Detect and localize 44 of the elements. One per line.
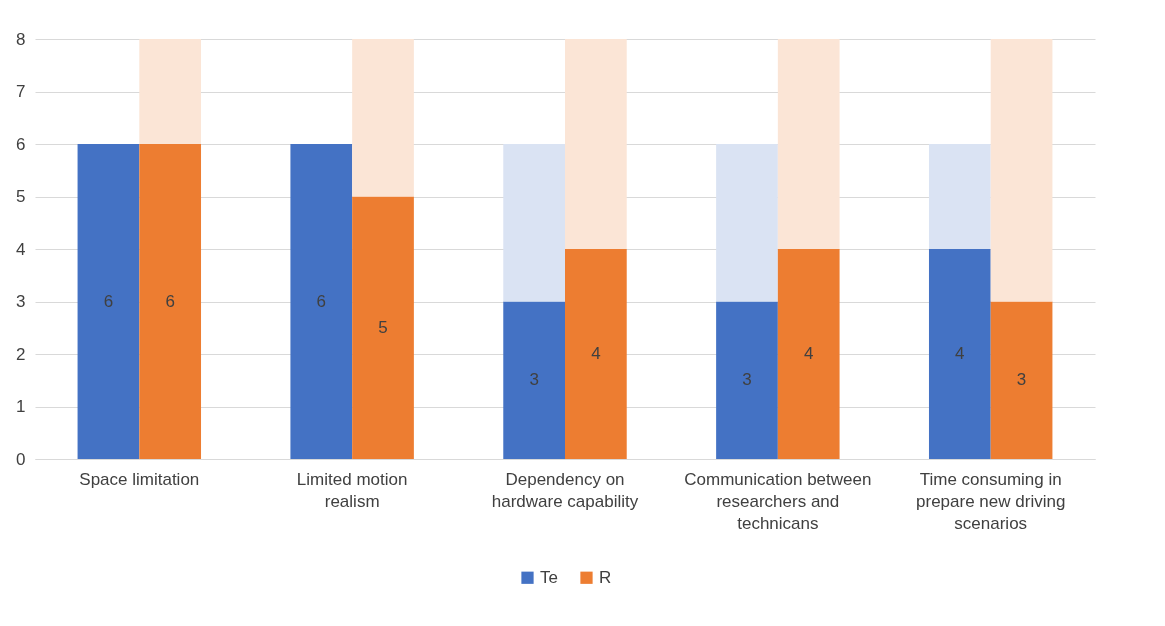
data-label: 4 (591, 344, 601, 363)
data-label: 4 (955, 344, 965, 363)
bar (139, 39, 202, 144)
y-tick-label: 7 (16, 82, 26, 101)
y-tick-label: 4 (16, 239, 26, 259)
y-tick-label: 0 (16, 449, 26, 469)
bar (352, 39, 414, 197)
data-label: 6 (165, 291, 175, 311)
bar (777, 249, 840, 459)
data-label: 5 (378, 317, 388, 337)
bar (565, 39, 627, 249)
y-tick-label: 5 (16, 187, 26, 206)
bar (139, 144, 202, 459)
x-tick-label: Time consuming in prepare new driving scenarios (916, 469, 1066, 533)
x-tick-label: Space limitation (79, 469, 200, 489)
data-label: 6 (103, 291, 114, 311)
bar (990, 39, 1053, 302)
x-tick-label: Limited motion realism (296, 469, 408, 511)
data-label: 3 (1016, 370, 1027, 390)
bar (777, 39, 840, 249)
data-label: 4 (803, 344, 814, 363)
x-tick-label: Dependency on hardware capability (491, 469, 639, 511)
data-label: 3 (529, 370, 539, 390)
bar (716, 144, 778, 302)
legend-label: R (599, 567, 612, 587)
bar (77, 144, 140, 459)
x-tick-label: Communication between researchers and technicans (684, 469, 872, 533)
y-tick-label: 1 (16, 397, 26, 416)
bar (503, 144, 565, 302)
y-tick-label: 2 (16, 344, 26, 364)
bar (352, 196, 414, 459)
bar (716, 301, 778, 459)
bar (565, 249, 627, 459)
bar (990, 301, 1053, 459)
bar (928, 249, 991, 459)
bar (503, 301, 565, 459)
data-label: 6 (316, 291, 327, 311)
data-label: 3 (742, 370, 752, 390)
y-tick-label: 6 (16, 134, 26, 154)
bar (290, 144, 353, 459)
y-tick-label: 8 (16, 29, 26, 49)
y-tick-label: 3 (16, 292, 26, 311)
legend-label: Te (540, 567, 558, 587)
bar (928, 144, 991, 249)
